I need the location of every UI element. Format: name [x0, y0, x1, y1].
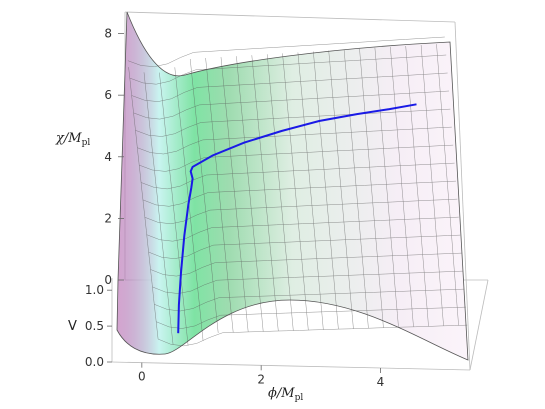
mesh-line-chi: [139, 144, 454, 172]
mesh-line-chi: [127, 36, 445, 67]
mesh-line-phi: [205, 57, 234, 333]
mesh-line-chi: [150, 252, 462, 277]
mesh-line-phi: [236, 56, 264, 332]
mesh-line-chi: [154, 288, 465, 312]
z-axis-ticks: 0.0 0.5 1.0: [85, 283, 112, 369]
x-axis-label: ϕ/Mpl: [268, 386, 303, 403]
mesh-line-chi: [146, 216, 459, 242]
mesh-line-chi: [158, 324, 468, 347]
z-axis-label: V: [68, 319, 77, 334]
field-trajectory: [177, 103, 417, 334]
mesh-line-chi: [129, 54, 447, 85]
y-axis-ticks: 0 2 4 6 8: [104, 27, 124, 287]
mesh-line-chi: [137, 126, 452, 155]
z-tick-label: 0.5: [85, 319, 104, 333]
x-tick-label: 4: [377, 375, 385, 389]
mesh-line-phi: [313, 51, 339, 330]
y-axis-label: χ/Mpl: [55, 131, 90, 148]
mesh-line-phi: [405, 45, 429, 327]
mesh-line-phi: [328, 50, 354, 329]
x-axis-ticks: 0 2 4: [138, 362, 385, 389]
mesh-line-chi: [135, 108, 451, 137]
mesh-line-phi: [189, 58, 219, 333]
mesh-line-phi: [374, 47, 399, 328]
mesh-line-phi: [266, 54, 294, 331]
z-tick-label: 1.0: [85, 283, 104, 297]
mesh-line-chi: [152, 270, 464, 294]
mesh-line-chi: [144, 198, 458, 225]
mesh-line-phi: [390, 46, 414, 327]
y-tick-label: 8: [104, 27, 112, 41]
y-tick-label: 2: [104, 211, 112, 225]
mesh-line-phi: [359, 48, 384, 328]
mesh-line-phi: [251, 55, 279, 332]
mesh-line-phi: [297, 52, 324, 330]
mesh-line-phi: [128, 67, 159, 340]
mesh-line-phi: [220, 57, 249, 332]
x-tick-label: 2: [257, 372, 265, 386]
y-tick-label: 6: [104, 88, 112, 102]
mesh-line-chi: [142, 180, 457, 207]
y-tick-label: 0: [104, 273, 112, 287]
mesh-line-phi: [436, 44, 459, 326]
mesh-line-chi: [131, 72, 448, 102]
z-tick-label: 0.0: [85, 355, 104, 369]
mesh-line-phi: [282, 53, 309, 331]
potential-surface: [116, 11, 469, 361]
surface-mesh: [127, 36, 468, 347]
x-tick-label: 0: [138, 370, 146, 384]
mesh-line-chi: [133, 90, 450, 120]
mesh-line-chi: [148, 234, 461, 259]
mesh-line-chi: [156, 306, 466, 329]
mesh-line-phi: [343, 49, 369, 329]
mesh-line-phi: [420, 44, 444, 326]
y-tick-label: 4: [104, 150, 112, 164]
